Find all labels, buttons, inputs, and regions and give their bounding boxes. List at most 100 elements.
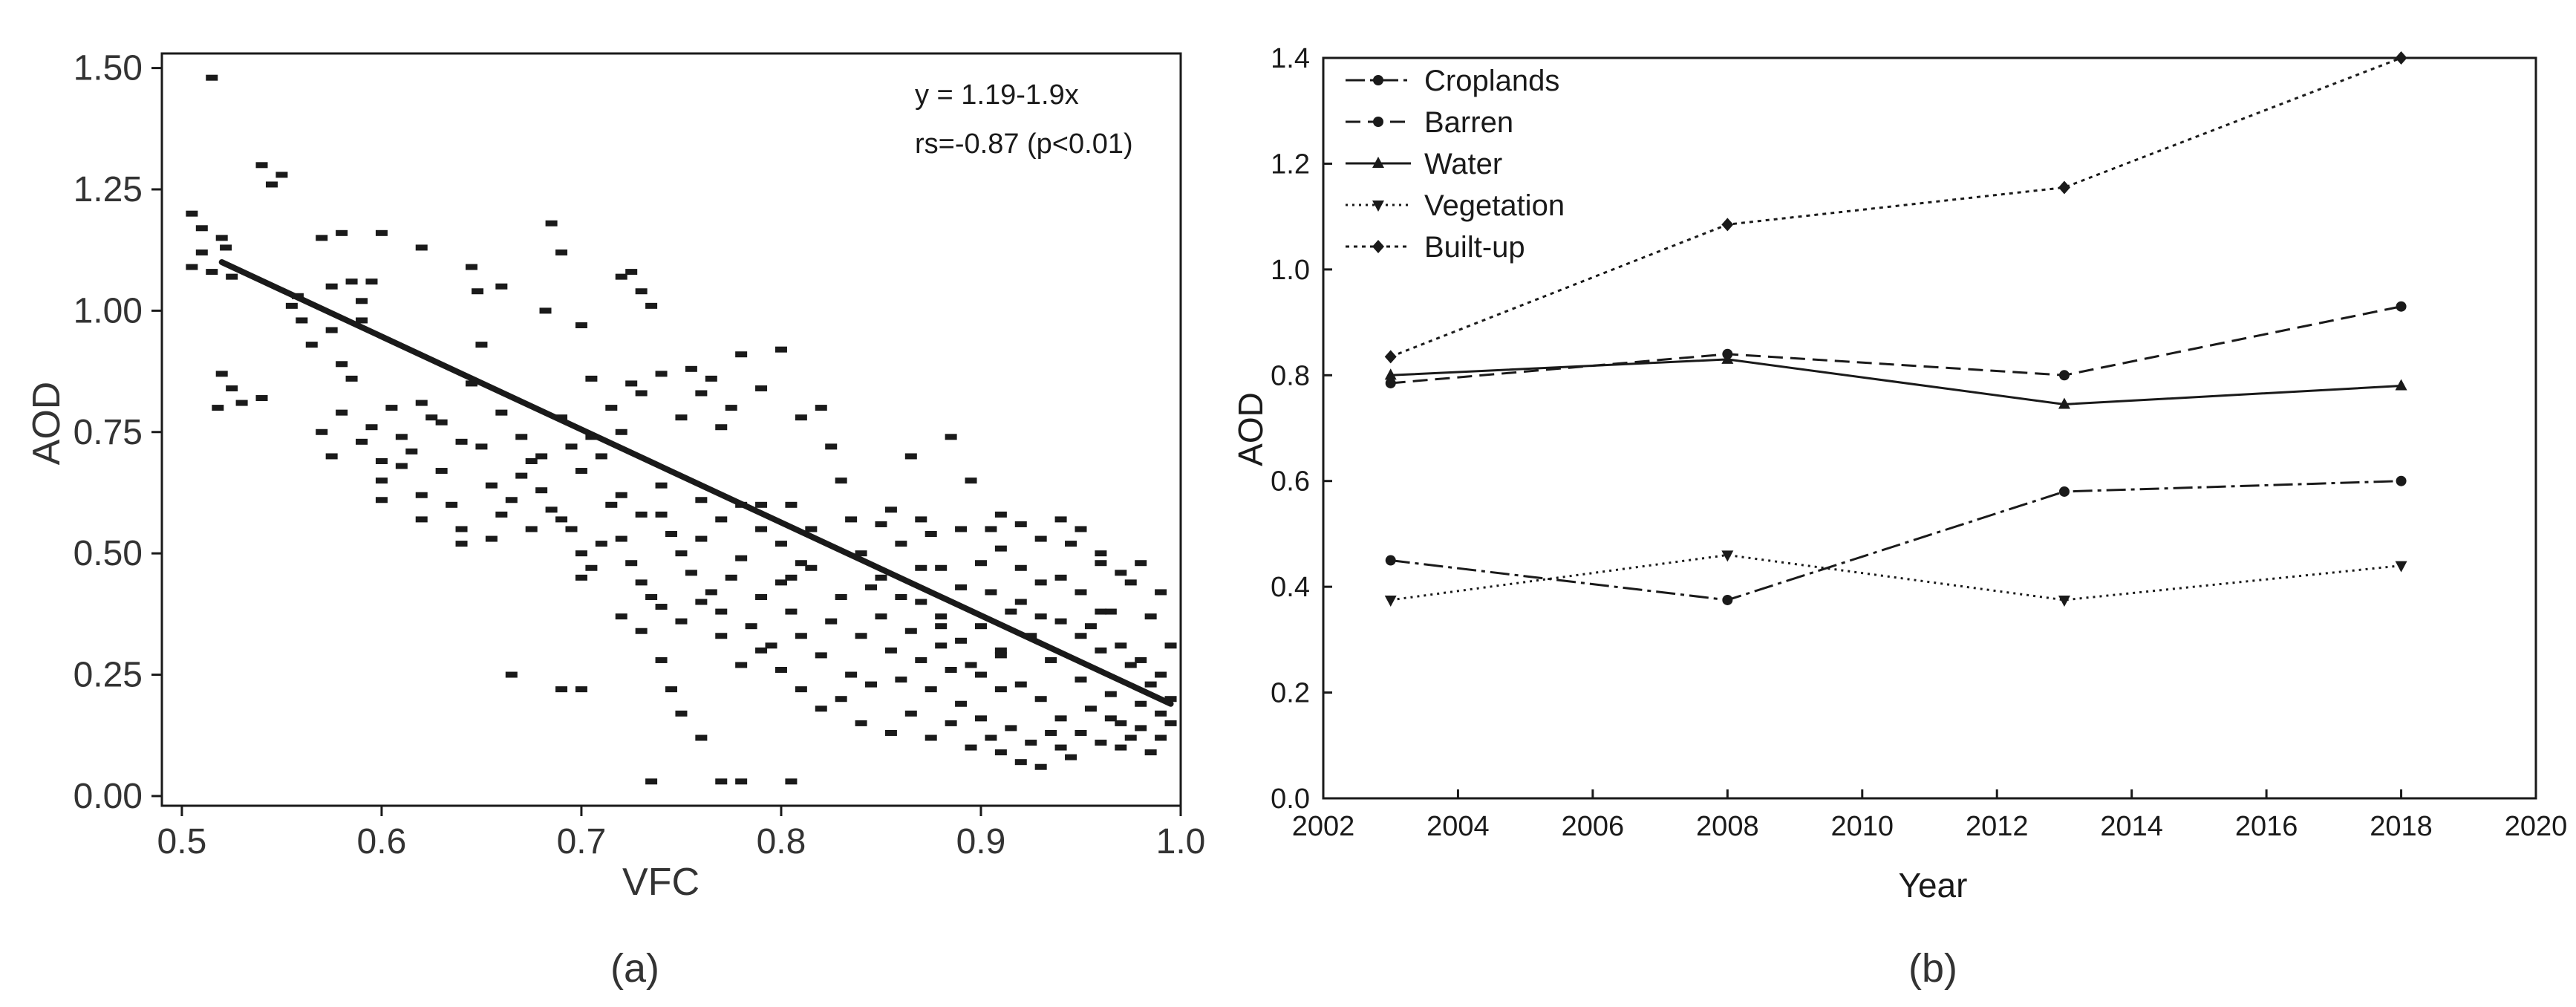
data-point — [1115, 744, 1127, 751]
marker-water — [1721, 352, 1734, 364]
data-point — [615, 613, 627, 620]
data-point — [695, 535, 708, 542]
marker-water — [2058, 397, 2070, 409]
data-point — [695, 734, 708, 741]
data-point — [735, 351, 748, 358]
data-point — [565, 526, 578, 532]
series-markers — [1384, 51, 2407, 607]
data-point — [994, 647, 1007, 654]
data-point — [220, 244, 232, 251]
data-point — [755, 526, 768, 532]
data-point — [765, 642, 777, 649]
data-point — [945, 434, 957, 440]
plot-frame-a — [160, 52, 1182, 807]
x-axis-label-a: VFC — [622, 861, 700, 904]
data-point — [595, 453, 607, 460]
data-point — [1034, 535, 1047, 542]
data-point — [705, 589, 717, 596]
data-point — [535, 487, 548, 494]
data-point — [1034, 613, 1047, 620]
data-point — [555, 249, 568, 255]
scatter-points — [186, 74, 1177, 785]
scatter-chart-a: 0.5 0.6 0.7 0.8 0.9 1.0 0.00 0.25 0.50 0.75 1.00 1… — [25, 49, 1205, 991]
data-point — [985, 589, 997, 596]
data-point — [955, 700, 968, 707]
data-point — [705, 375, 717, 382]
data-point — [945, 667, 957, 674]
data-point — [325, 453, 338, 460]
data-point — [1075, 633, 1087, 639]
data-point — [675, 618, 688, 625]
data-point — [1155, 710, 1167, 717]
data-point — [994, 652, 1007, 659]
data-point — [845, 671, 858, 678]
data-point — [495, 409, 508, 416]
data-point — [265, 181, 278, 188]
data-point — [305, 342, 318, 348]
data-point — [875, 521, 887, 527]
data-point — [186, 210, 198, 217]
data-point — [1124, 734, 1137, 741]
y-tick-label-b: 1.4 — [1271, 43, 1310, 74]
data-point — [915, 599, 927, 605]
data-point — [575, 574, 587, 581]
data-point — [935, 623, 948, 630]
data-point — [316, 428, 328, 435]
marker-croplands — [2396, 475, 2407, 486]
x-tick-label-b: 2004 — [1426, 811, 1490, 842]
data-point — [745, 623, 757, 630]
data-point — [215, 371, 228, 377]
plot-frame-b — [1322, 56, 2537, 800]
data-point — [675, 550, 688, 557]
data-point — [994, 545, 1007, 552]
data-point — [545, 506, 558, 513]
y-tick-label-b: 1.2 — [1271, 149, 1310, 180]
data-point — [206, 269, 218, 276]
data-point — [539, 307, 552, 314]
data-point — [935, 564, 948, 571]
data-point — [615, 428, 627, 435]
data-point — [575, 686, 587, 693]
data-point — [635, 579, 648, 586]
data-point — [575, 322, 587, 328]
data-point — [215, 235, 228, 241]
data-point — [1155, 671, 1167, 678]
legend: Croplands Barren Water Vegetation Built-up — [1346, 65, 1565, 264]
data-point — [455, 526, 468, 532]
data-point — [945, 720, 957, 726]
annotation-correlation: rs=-0.87 (p<0.01) — [915, 128, 1133, 160]
data-point — [415, 492, 428, 498]
series-line-vegetation — [1390, 553, 2401, 602]
data-point — [195, 249, 208, 255]
data-point — [375, 229, 388, 236]
data-point — [1084, 705, 1097, 712]
data-point — [695, 497, 708, 503]
data-point — [375, 457, 388, 464]
annotation-equation: y = 1.19-1.9x — [915, 79, 1079, 111]
data-point — [884, 729, 897, 736]
data-point — [785, 778, 798, 785]
data-point — [345, 278, 358, 285]
data-point — [1075, 677, 1087, 683]
data-point — [785, 608, 798, 615]
y-axis-b: 0.0 0.2 0.4 0.6 0.8 1.0 1.2 1.4 — [1271, 43, 1332, 815]
data-point — [435, 468, 448, 475]
data-point — [635, 288, 648, 295]
data-point — [655, 371, 668, 377]
legend-label-croplands: Croplands — [1424, 65, 1559, 97]
data-point — [855, 633, 867, 639]
data-point — [775, 667, 787, 674]
x-axis-b: 2002 2004 2006 2008 2010 2012 2014 2016 2018 2020 — [1292, 789, 2567, 842]
data-point — [1095, 550, 1107, 557]
data-point — [255, 162, 268, 169]
legend-label-water: Water — [1424, 148, 1502, 180]
data-point — [226, 273, 238, 280]
data-point — [1095, 740, 1107, 746]
data-point — [1054, 574, 1067, 581]
data-point — [755, 385, 768, 391]
data-point — [446, 501, 458, 508]
data-point — [1164, 642, 1177, 649]
marker-barren — [2396, 301, 2407, 312]
data-point — [665, 531, 677, 538]
data-point — [575, 468, 587, 475]
